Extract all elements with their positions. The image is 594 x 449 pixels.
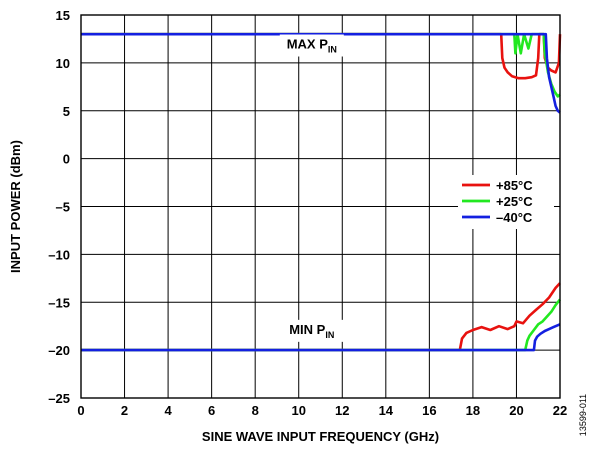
figure-id: 13599-011 [578, 394, 588, 436]
series-line [81, 282, 561, 352]
y-tick-label: 0 [63, 152, 70, 167]
y-tick-label: –10 [48, 247, 70, 262]
y-tick-label: –20 [48, 343, 70, 358]
x-tick-label: 12 [335, 403, 349, 418]
series-line [81, 298, 562, 352]
x-axis-title: SINE WAVE INPUT FREQUENCY (GHz) [202, 429, 439, 444]
annotation-background [279, 319, 344, 342]
annotation-label: MIN PIN [289, 322, 334, 340]
y-tick-label: –5 [56, 200, 70, 215]
legend: +85°C+25°C–40°C [458, 175, 554, 229]
tick-labels: 0 2 4 6 8 10 12 14 16 18 20 22 15 10 5 0 –5 –10 –15 –20 –25 [48, 8, 567, 418]
x-tick-label: 8 [252, 403, 259, 418]
y-axis-title: INPUT POWER (dBm) [8, 140, 23, 273]
annotation-background [279, 34, 344, 57]
y-tick-label: 15 [56, 8, 70, 23]
series-layer [81, 32, 562, 352]
x-tick-label: 20 [509, 403, 523, 418]
annotations: MAX PIN MIN PIN [279, 34, 344, 342]
legend-label: +25°C [496, 194, 533, 209]
x-tick-label: 22 [553, 403, 567, 418]
x-tick-label: 6 [208, 403, 215, 418]
series-line [81, 32, 561, 114]
y-tick-label: –15 [48, 295, 70, 310]
plot-frame [80, 14, 561, 399]
legend-label: +85°C [496, 178, 533, 193]
x-tick-label: 2 [121, 403, 128, 418]
y-tick-label: –25 [48, 391, 70, 406]
y-tick-label: 10 [56, 56, 70, 71]
x-tick-label: 10 [291, 403, 305, 418]
x-tick-label: 4 [164, 403, 172, 418]
x-tick-label: 0 [77, 403, 84, 418]
annotation-label: MAX PIN [287, 37, 337, 55]
x-tick-label: 16 [422, 403, 436, 418]
series-line [81, 32, 562, 80]
x-tick-label: 14 [379, 403, 394, 418]
legend-label: –40°C [496, 210, 533, 225]
series-line [81, 323, 561, 352]
x-tick-label: 18 [466, 403, 480, 418]
y-tick-label: 5 [63, 104, 70, 119]
